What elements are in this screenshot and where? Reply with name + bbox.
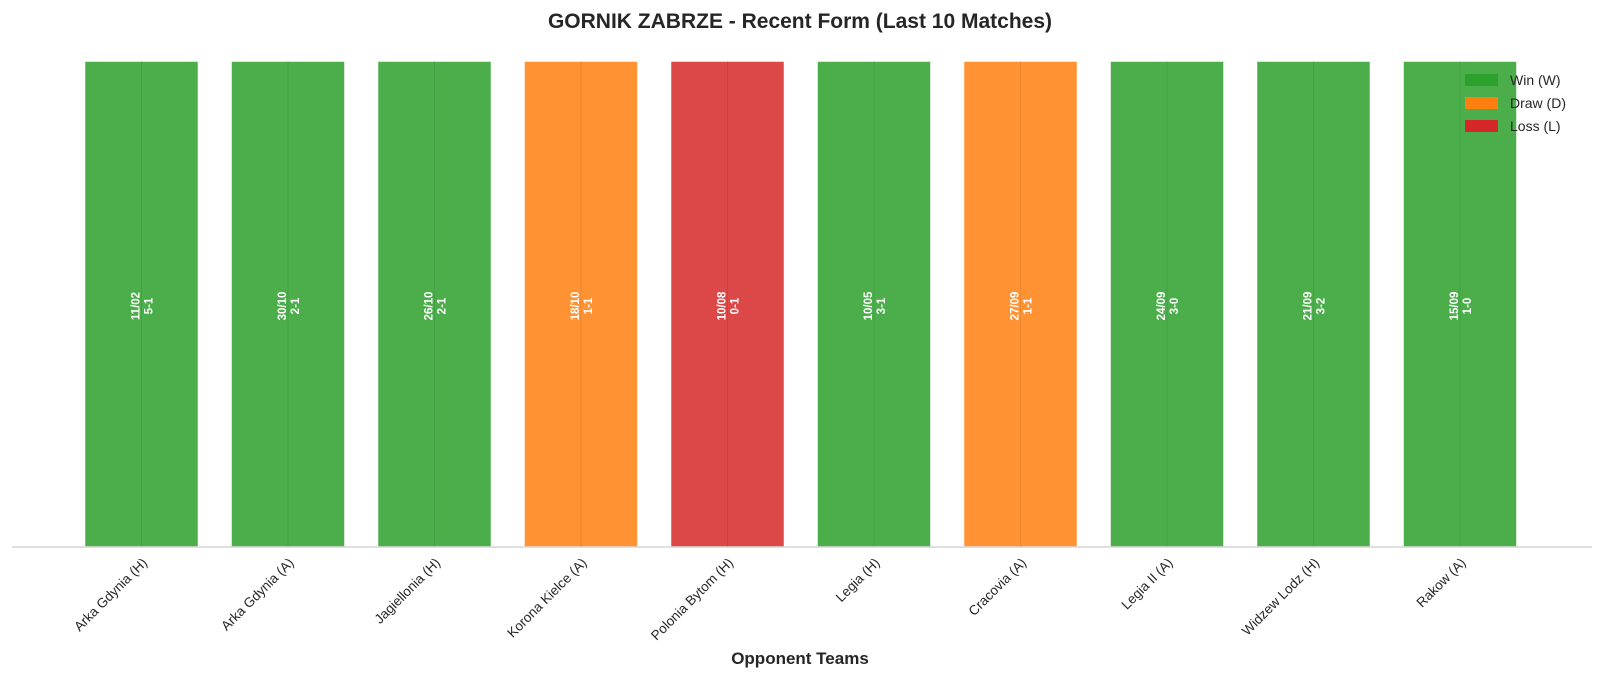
legend-label-w: Win (W) bbox=[1510, 72, 1561, 88]
bar-date-6: 27/09 bbox=[1010, 292, 1022, 321]
bar-label-7: 24/093-0 bbox=[1156, 292, 1181, 321]
bar-score-3: 1-1 bbox=[583, 297, 595, 314]
bar-label-9: 15/091-0 bbox=[1449, 292, 1474, 321]
bar-label-3: 18/101-1 bbox=[570, 292, 595, 321]
x-tick-label-5: Legia (H) bbox=[833, 555, 883, 605]
x-tick-label-2: Jagiellonia (H) bbox=[372, 555, 444, 627]
bars-group: 11/025-1 30/102-1 26/102-1 18/101-1 10/080-1… bbox=[83, 60, 1518, 548]
bar-score-4: 0-1 bbox=[730, 297, 742, 314]
bar-score-2: 2-1 bbox=[437, 297, 449, 314]
bar-score-5: 3-1 bbox=[876, 297, 888, 314]
bar-date-7: 24/09 bbox=[1156, 292, 1168, 321]
bar-label-2: 26/102-1 bbox=[424, 292, 449, 321]
legend-label-l: Loss (L) bbox=[1510, 118, 1561, 134]
x-tick-label-7: Legia II (A) bbox=[1118, 555, 1175, 612]
legend-label-d: Draw (D) bbox=[1510, 95, 1566, 111]
bar-date-2: 26/10 bbox=[424, 292, 436, 321]
x-tick-labels: Arka Gdynia (H) Arka Gdynia (A) Jagielloni… bbox=[71, 555, 1469, 643]
bar-score-1: 2-1 bbox=[290, 297, 302, 314]
x-tick-label-0: Arka Gdynia (H) bbox=[71, 555, 150, 634]
x-axis-label: Opponent Teams bbox=[731, 649, 869, 668]
bar-label-1: 30/102-1 bbox=[277, 292, 302, 321]
bar-score-9: 1-0 bbox=[1462, 298, 1474, 315]
bar-2 bbox=[376, 60, 493, 548]
bar-date-5: 10/05 bbox=[863, 291, 875, 320]
bar-label-0: 11/025-1 bbox=[131, 292, 156, 320]
legend-swatch-d bbox=[1465, 97, 1498, 109]
bar-score-8: 3-2 bbox=[1316, 298, 1328, 315]
x-tick-label-6: Cracovia (A) bbox=[965, 555, 1029, 619]
bar-date-1: 30/10 bbox=[277, 292, 289, 321]
bar-label-8: 21/093-2 bbox=[1303, 292, 1328, 321]
chart-title: GORNIK ZABRZE - Recent Form (Last 10 Mat… bbox=[548, 10, 1052, 33]
bar-7 bbox=[1109, 60, 1225, 548]
legend: Win (W) Draw (D) Loss (L) bbox=[1465, 72, 1566, 134]
bar-6 bbox=[962, 60, 1079, 548]
legend-swatch-w bbox=[1465, 74, 1498, 86]
bar-0 bbox=[83, 60, 200, 548]
bar-score-0: 5-1 bbox=[144, 297, 156, 314]
bar-score-6: 1-1 bbox=[1023, 297, 1035, 314]
x-tick-label-4: Polonia Bytom (H) bbox=[648, 555, 736, 643]
bar-1 bbox=[230, 60, 346, 548]
bar-date-0: 11/02 bbox=[131, 292, 143, 320]
bar-label-4: 10/080-1 bbox=[717, 291, 742, 320]
bar-score-7: 3-0 bbox=[1169, 298, 1181, 315]
bar-date-9: 15/09 bbox=[1449, 292, 1461, 321]
x-tick-label-1: Arka Gdynia (A) bbox=[218, 555, 297, 634]
bar-label-6: 27/091-1 bbox=[1010, 292, 1035, 321]
x-tick-label-9: Rakow (A) bbox=[1413, 555, 1468, 610]
bar-date-8: 21/09 bbox=[1303, 292, 1315, 321]
x-tick-label-3: Korona Kielce (A) bbox=[504, 555, 589, 640]
x-tick-label-8: Widzew Lodz (H) bbox=[1239, 555, 1322, 638]
bar-date-4: 10/08 bbox=[717, 291, 729, 320]
bar-label-5: 10/053-1 bbox=[863, 291, 888, 320]
bar-9 bbox=[1402, 60, 1518, 548]
bar-5 bbox=[816, 60, 932, 548]
bar-date-3: 18/10 bbox=[570, 292, 582, 321]
legend-swatch-l bbox=[1465, 120, 1498, 132]
bar-8 bbox=[1255, 60, 1372, 548]
